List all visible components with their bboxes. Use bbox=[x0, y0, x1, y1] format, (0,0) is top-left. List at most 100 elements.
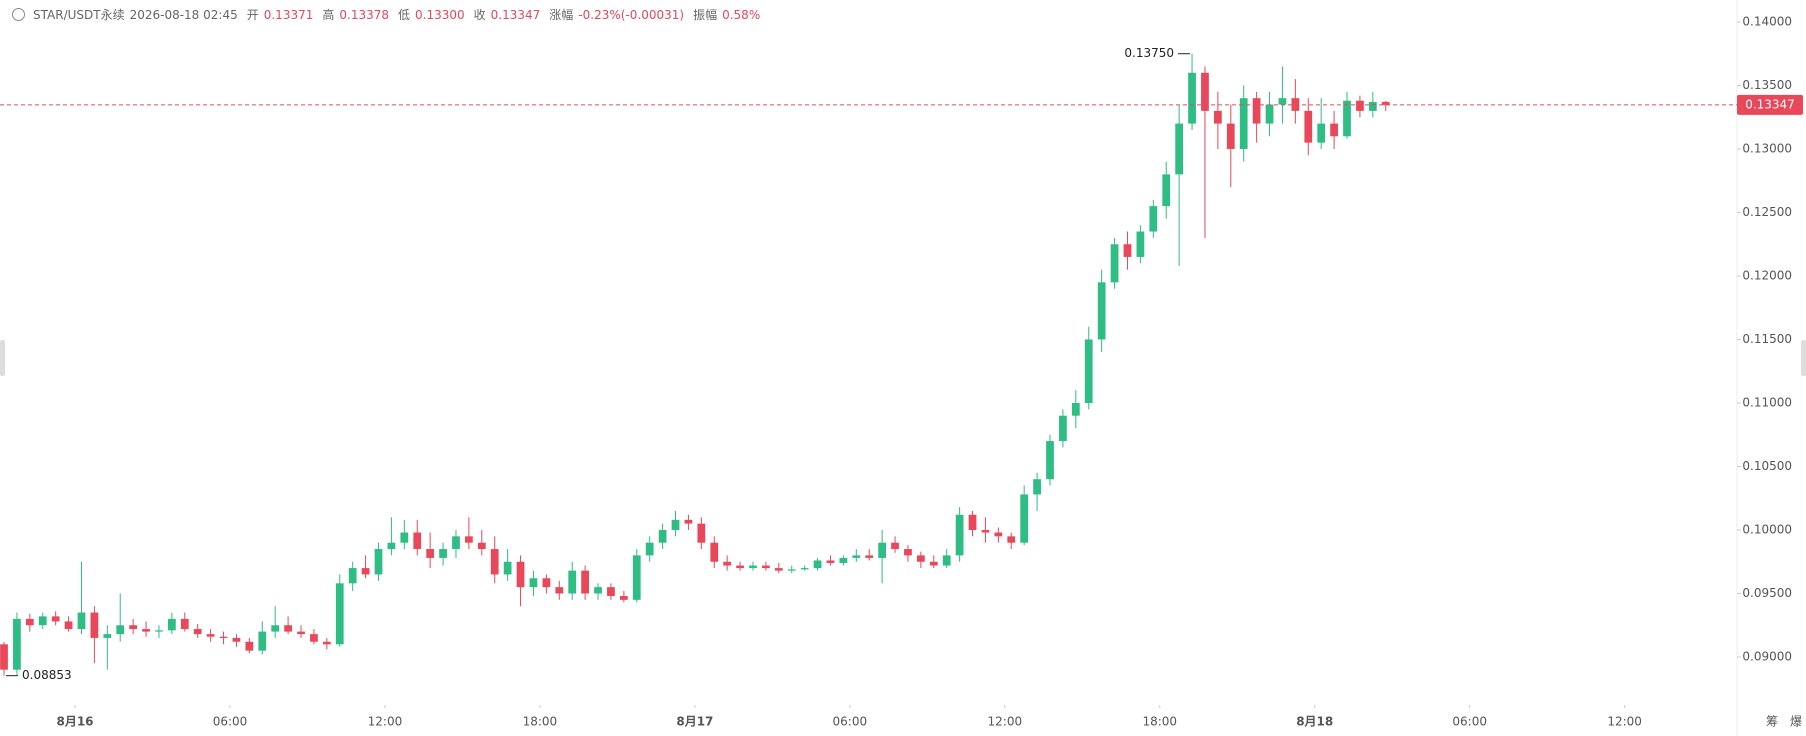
candle-body bbox=[13, 618, 21, 670]
field-name: 高 bbox=[322, 8, 335, 22]
low-label: 0.08853 bbox=[22, 668, 72, 682]
candle-body bbox=[387, 542, 396, 550]
candle-body bbox=[1110, 244, 1119, 283]
candle-body bbox=[904, 549, 912, 556]
field-value: 0.13378 bbox=[339, 7, 389, 22]
symbol: STAR/USDT永续 bbox=[33, 8, 125, 22]
candle-body bbox=[1343, 100, 1351, 137]
candle-body bbox=[1059, 415, 1067, 442]
candle-body bbox=[1239, 98, 1248, 149]
candle-body bbox=[38, 616, 47, 626]
x-tick-label: 8月18 bbox=[1296, 715, 1333, 729]
candle-body bbox=[245, 641, 254, 651]
candle-body bbox=[206, 634, 215, 637]
y-tick-label: 0.11000 bbox=[1742, 395, 1792, 409]
y-tick-label: 0.10000 bbox=[1742, 522, 1792, 536]
corner-label: 筹 bbox=[1766, 715, 1778, 729]
candle-body bbox=[723, 561, 732, 566]
candle-body bbox=[1252, 98, 1261, 124]
candle-body bbox=[891, 542, 899, 550]
candle-body bbox=[516, 561, 525, 588]
candle-body bbox=[813, 560, 822, 569]
candle-body bbox=[25, 618, 34, 626]
candle-body bbox=[619, 596, 628, 600]
x-tick-label: 12:00 bbox=[988, 715, 1023, 729]
right-handle[interactable] bbox=[1801, 340, 1806, 376]
candle-body bbox=[64, 621, 73, 630]
candle-body bbox=[826, 560, 835, 564]
x-tick-label: 06:00 bbox=[833, 715, 868, 729]
field-value: -0.23%(-0.00031) bbox=[578, 7, 685, 22]
candle-body bbox=[490, 549, 499, 575]
candle-body bbox=[335, 583, 344, 645]
left-handle[interactable] bbox=[0, 340, 5, 376]
candle-body bbox=[1368, 101, 1377, 111]
candle-body bbox=[271, 625, 280, 632]
candle-body bbox=[1149, 206, 1158, 232]
candle-body bbox=[51, 616, 60, 622]
candle-body bbox=[1317, 123, 1326, 143]
candle-body bbox=[1226, 123, 1235, 149]
candle-body bbox=[1188, 72, 1196, 124]
candle-body bbox=[1381, 101, 1390, 105]
y-tick-label: 0.12500 bbox=[1742, 205, 1792, 219]
y-tick-label: 0.09500 bbox=[1742, 586, 1792, 600]
candle-body bbox=[1046, 441, 1054, 480]
candle-body bbox=[103, 634, 112, 638]
candle-body bbox=[800, 568, 809, 570]
candle-body bbox=[1007, 536, 1016, 543]
candle-body bbox=[168, 618, 176, 631]
candle-body bbox=[529, 578, 538, 588]
candle-body bbox=[1123, 244, 1132, 257]
candle-body bbox=[981, 529, 990, 533]
candle-body bbox=[193, 629, 202, 635]
candle-body bbox=[555, 587, 564, 594]
x-tick-label: 06:00 bbox=[213, 715, 248, 729]
candle-body bbox=[852, 555, 861, 558]
candle-body bbox=[929, 561, 938, 566]
field-value: 0.58% bbox=[722, 7, 761, 22]
candle-body bbox=[968, 514, 977, 530]
y-tick-label: 0.09000 bbox=[1742, 649, 1792, 663]
candle-body bbox=[400, 532, 409, 543]
field-name: 开 bbox=[246, 8, 259, 22]
candle-body bbox=[413, 532, 422, 550]
corner-label: 爆 bbox=[1790, 715, 1802, 729]
candle-body bbox=[697, 523, 706, 543]
settings-icon[interactable] bbox=[12, 8, 25, 21]
header: STAR/USDT永续 2026-08-18 02:45 开 0.13371 高 0.13… bbox=[12, 6, 764, 23]
candle-body bbox=[1136, 231, 1145, 257]
candle-body bbox=[374, 549, 383, 575]
candle-body bbox=[1084, 339, 1093, 403]
candle-body bbox=[1071, 402, 1080, 416]
x-tick-label: 06:00 bbox=[1452, 715, 1487, 729]
field-name: 低 bbox=[398, 8, 411, 22]
candle-body bbox=[736, 565, 744, 569]
candle-body bbox=[1162, 174, 1171, 207]
candle-body bbox=[426, 549, 435, 558]
x-tick-label: 12:00 bbox=[1607, 715, 1642, 729]
candle-body bbox=[1214, 110, 1222, 124]
candle-body bbox=[297, 631, 305, 635]
candle-body bbox=[1356, 100, 1364, 111]
candle-body bbox=[994, 532, 1003, 537]
current-price-box bbox=[1737, 94, 1803, 115]
candle-body bbox=[232, 637, 241, 642]
candle-body bbox=[439, 549, 447, 558]
candle-body bbox=[116, 625, 125, 635]
candle-body bbox=[503, 561, 512, 575]
candle-body bbox=[1020, 494, 1029, 543]
candle-body bbox=[142, 629, 150, 632]
candle-body bbox=[1175, 123, 1184, 175]
field-name: 收 bbox=[473, 8, 486, 22]
y-tick-label: 0.12000 bbox=[1742, 268, 1792, 282]
x-tick-label: 18:00 bbox=[523, 715, 558, 729]
field-value: 0.13347 bbox=[490, 7, 541, 22]
candle-body bbox=[310, 634, 318, 642]
candle-body bbox=[710, 542, 719, 562]
candle-body bbox=[645, 542, 654, 556]
y-tick-label: 0.11500 bbox=[1742, 332, 1792, 346]
